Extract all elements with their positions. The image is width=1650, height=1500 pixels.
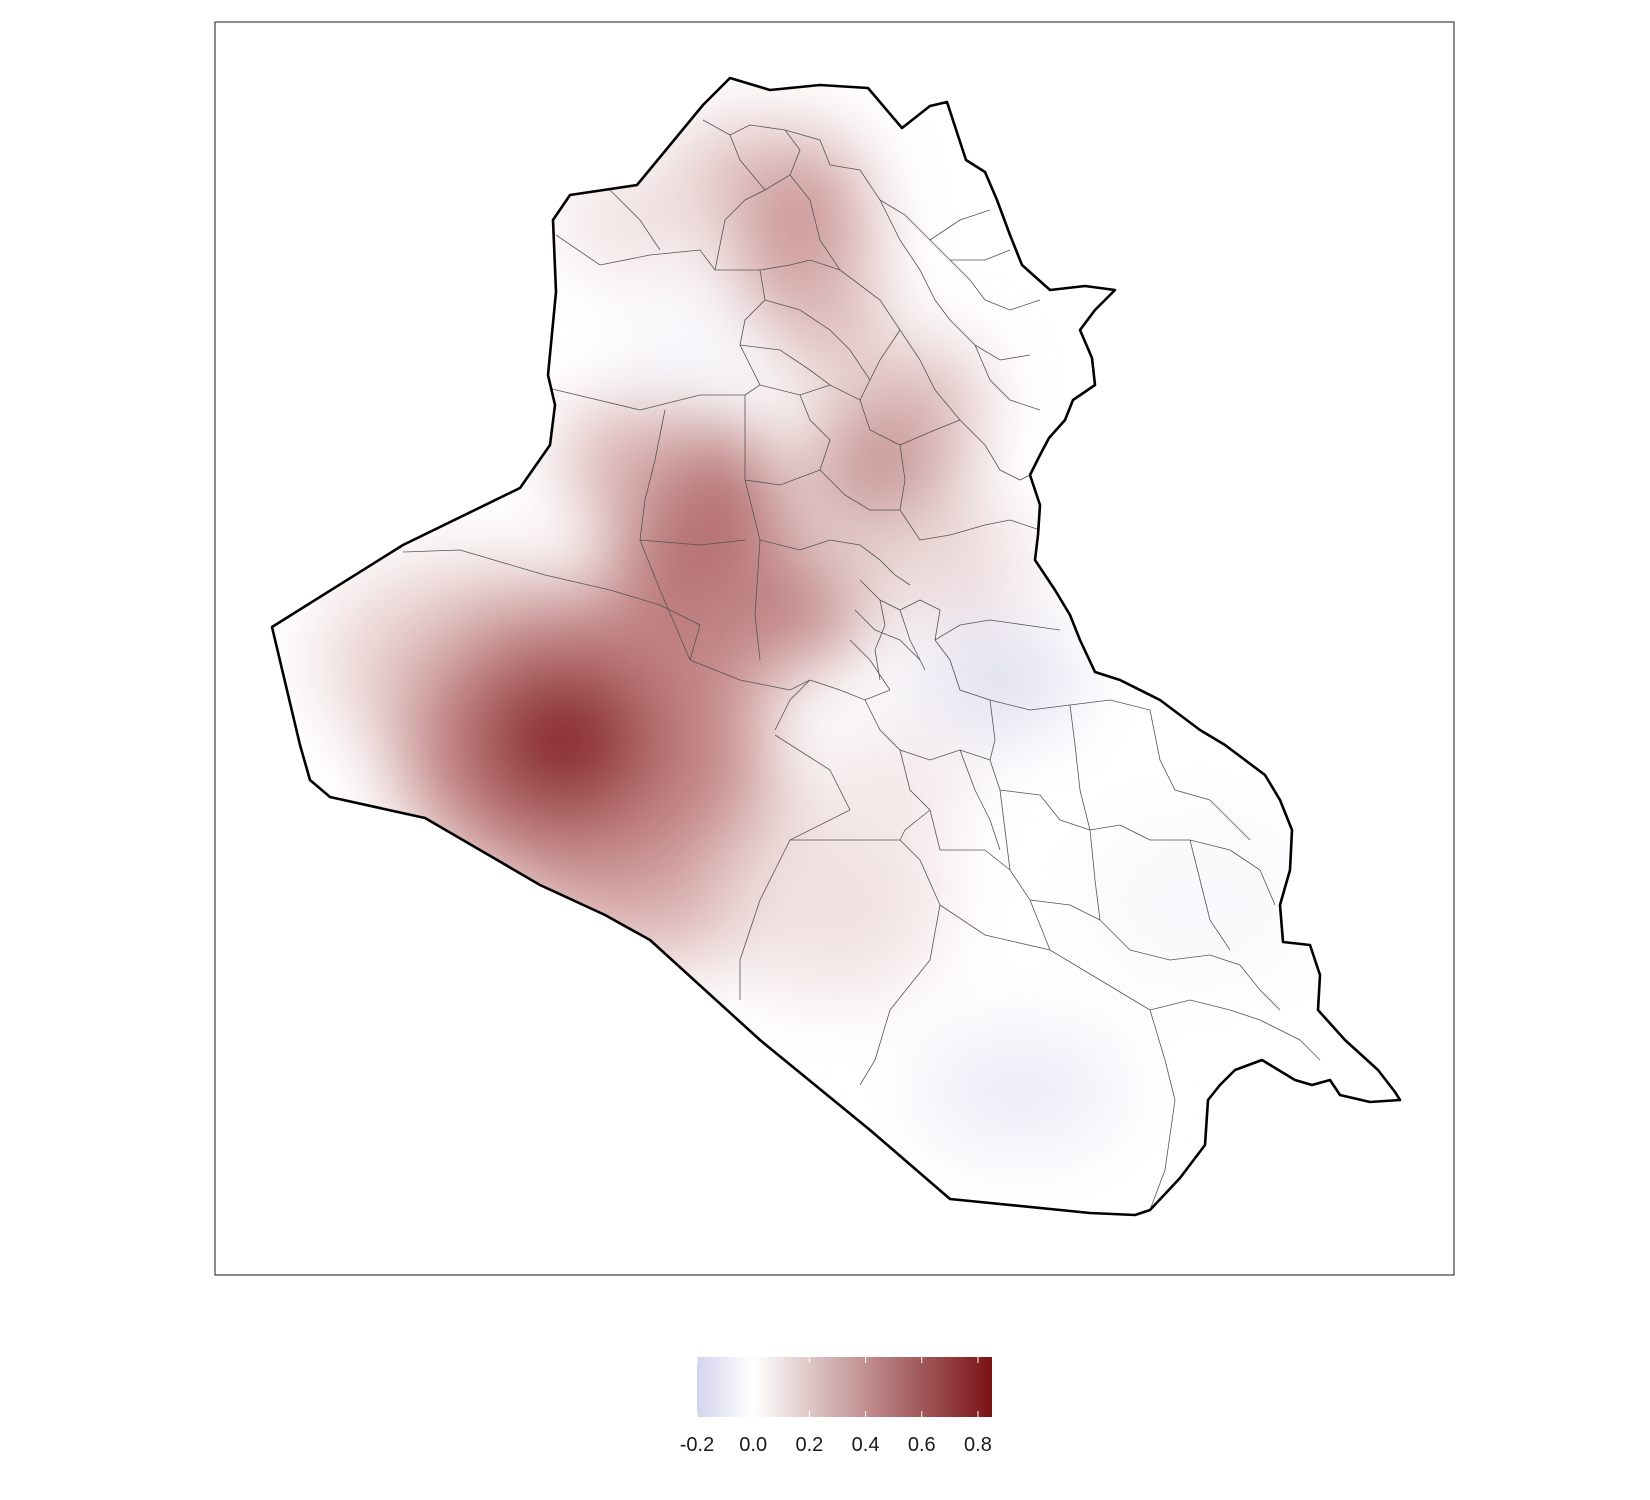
legend-tick-label: 0.6 bbox=[908, 1434, 936, 1456]
legend-tick-label: 0.4 bbox=[852, 1434, 880, 1456]
legend-tick-label: 0.0 bbox=[739, 1434, 767, 1456]
legend-colorbar bbox=[697, 1357, 992, 1417]
legend-tick-label: 0.8 bbox=[964, 1434, 992, 1456]
legend-ticks: -0.2 0.0 0.2 0.4 0.6 0.8 bbox=[680, 1357, 992, 1456]
legend-tick-label: -0.2 bbox=[680, 1434, 714, 1456]
legend-tick-label: 0.2 bbox=[795, 1434, 823, 1456]
country-outline bbox=[270, 76, 1402, 1217]
district-boundaries bbox=[402, 119, 1321, 1211]
color-legend: -0.2 0.0 0.2 0.4 0.6 0.8 bbox=[680, 1357, 992, 1456]
